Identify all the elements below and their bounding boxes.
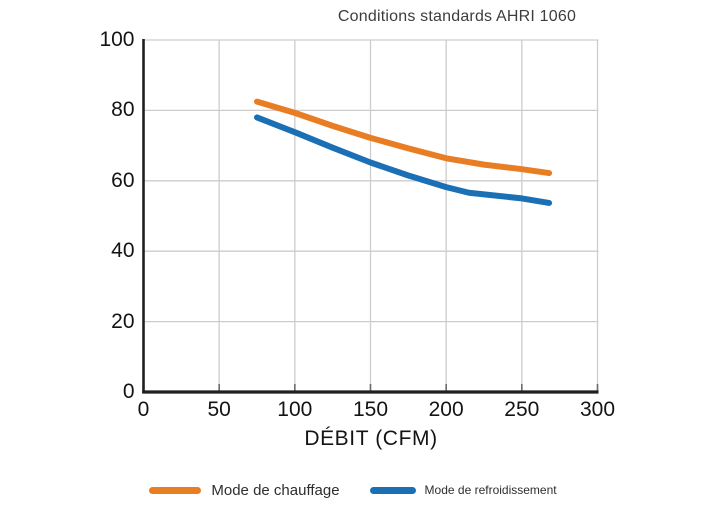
x-tick-label: 150: [352, 398, 389, 421]
series-line-0: [254, 98, 553, 177]
x-tick-label: 100: [277, 398, 313, 421]
legend-label-refroidissement: Mode de refroidissement: [424, 483, 557, 497]
y-tick-label: 80: [111, 98, 135, 122]
x-tick-label: 300: [579, 398, 616, 421]
legend-label-chauffage: Mode de chauffage: [211, 481, 340, 499]
y-tick-label: 0: [122, 380, 135, 403]
legend-item-refroidissement: Mode de refroidissement: [369, 483, 557, 497]
refroidissement-swatch-icon: [369, 486, 416, 494]
x-tick-label: 0: [137, 398, 150, 421]
y-tick-label: 60: [111, 168, 135, 192]
x-axis-title: DÉBIT (CFM): [304, 427, 438, 450]
x-tick-label: 200: [428, 398, 464, 421]
y-tick-label: 20: [111, 309, 135, 333]
chauffage-swatch-icon: [149, 486, 202, 494]
x-tick-label: 250: [504, 398, 540, 421]
y-tick-label: 40: [111, 239, 135, 263]
series-line-1: [254, 114, 553, 206]
y-tick-label: 100: [99, 28, 135, 51]
chart-title: Conditions standards AHRI 1060: [337, 8, 577, 25]
legend-item-chauffage: Mode de chauffage: [149, 481, 340, 499]
legend: Mode de chauffage Mode de refroidissemen…: [0, 476, 706, 504]
x-tick-label: 50: [207, 398, 231, 421]
